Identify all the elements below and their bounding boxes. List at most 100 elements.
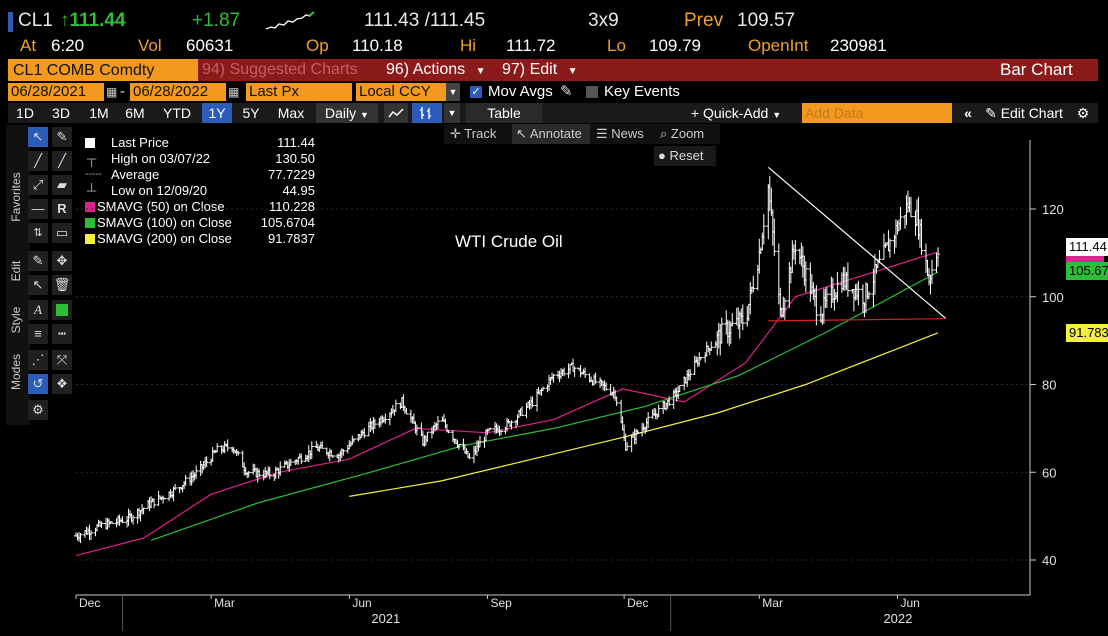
gear-icon[interactable]: ⚙	[28, 400, 48, 420]
price-bar	[251, 463, 256, 475]
price-bar	[728, 321, 733, 344]
pointer-icon[interactable]: ↖	[28, 127, 48, 147]
channel-tool-icon[interactable]: ▰	[52, 175, 72, 195]
chevron-down-icon[interactable]: ▼	[444, 103, 460, 123]
x-tick-label: Mar	[214, 596, 235, 610]
pencil-icon[interactable]: ✎	[560, 83, 573, 100]
start-date-input[interactable]: 06/28/2021	[8, 83, 104, 101]
news-button[interactable]: ☰ News	[596, 126, 644, 142]
price-bar	[676, 385, 681, 399]
crosshair-icon[interactable]: ⋰	[28, 350, 48, 370]
mov-avgs-checkbox[interactable]: ✓	[470, 86, 482, 98]
side-tab-style[interactable]: Style	[8, 298, 24, 344]
table-button[interactable]: Table	[466, 103, 542, 123]
key-events-checkbox[interactable]	[586, 86, 598, 98]
track-button[interactable]: ✛ Track	[450, 126, 496, 142]
add-data-input[interactable]: Add Data	[802, 103, 952, 123]
calendar-icon[interactable]: ▦	[228, 85, 240, 99]
edit-chart-label: Edit Chart	[1000, 105, 1063, 121]
zoom-button[interactable]: ⌕ Zoom	[660, 126, 704, 142]
price-bar	[75, 533, 80, 541]
end-date-input[interactable]: 06/28/2022	[130, 83, 226, 101]
price-bar	[434, 422, 439, 431]
price-bar	[171, 486, 176, 502]
annotate-tool-icon[interactable]: ✎	[52, 127, 72, 147]
field-select[interactable]: Last Px	[246, 83, 352, 101]
period-max[interactable]: Max	[277, 105, 305, 121]
price-bar	[348, 441, 353, 447]
chevron-down-icon: ▼	[360, 110, 369, 120]
price-bar	[149, 496, 154, 509]
line-tool-icon[interactable]: ╱	[28, 151, 48, 171]
price-bar	[793, 240, 798, 265]
color-swatch-icon[interactable]	[52, 300, 72, 320]
period-ytd[interactable]: YTD	[163, 105, 191, 121]
price-bar	[320, 441, 325, 449]
annotate-button[interactable]: ↖ Annotate	[512, 124, 590, 144]
price-bar	[823, 288, 828, 309]
edit-chart-button[interactable]: ✎ Edit Chart	[980, 103, 1068, 123]
gear-icon[interactable]: ⚙	[1076, 105, 1090, 121]
price-bar	[808, 262, 813, 302]
price-bar	[613, 389, 618, 401]
price-bar	[895, 220, 900, 235]
period-5y[interactable]: 5Y	[242, 105, 260, 121]
horizontal-line-icon[interactable]: —	[28, 199, 48, 219]
trash-icon[interactable]: 🗑	[52, 275, 72, 295]
currency-select[interactable]: Local CCY	[356, 83, 446, 101]
price-bar	[844, 271, 849, 291]
retracement-icon[interactable]: R	[52, 199, 72, 219]
price-bar	[568, 364, 573, 375]
move-icon[interactable]: ✥	[52, 251, 72, 271]
text-style-icon[interactable]: A	[28, 300, 48, 320]
price-bar	[464, 448, 469, 455]
quick-add-button[interactable]: + Quick-Add ▼	[684, 103, 788, 123]
pencil-icon[interactable]: ✎	[28, 251, 48, 271]
bar-chart-icon[interactable]	[412, 103, 442, 123]
price-bar	[210, 447, 215, 462]
price-bar	[282, 460, 287, 468]
period-6m[interactable]: 6M	[125, 105, 145, 121]
price-bar	[845, 262, 850, 297]
track-label: Track	[464, 126, 497, 141]
price-bar	[471, 445, 476, 464]
security-field[interactable]: CL1 COMB Comdty	[8, 59, 198, 81]
side-tab-favorites[interactable]: Favorites	[8, 150, 24, 250]
chart-annotation[interactable]: WTI Crude Oil	[455, 232, 563, 251]
line-chart-icon[interactable]	[384, 103, 408, 123]
fibonacci-icon[interactable]: ⇅	[28, 223, 48, 243]
magnet-icon[interactable]: ⤧	[52, 350, 72, 370]
suggested-charts-menu[interactable]: 94) Suggested Charts	[202, 61, 358, 78]
ray-tool-icon[interactable]: ╱	[52, 151, 72, 171]
price-bar	[477, 435, 482, 448]
price-bar	[682, 376, 687, 391]
refresh-icon[interactable]: ↺	[28, 374, 48, 394]
actions-menu[interactable]: 96) Actions ▼	[382, 59, 494, 81]
side-tab-favorites-label: Favorites	[9, 172, 23, 222]
line-style-icon[interactable]: ┅	[52, 324, 72, 344]
extended-line-icon[interactable]: ⤢	[28, 175, 48, 195]
collapse-icon[interactable]: «	[964, 105, 972, 121]
select-icon[interactable]: ↖	[28, 275, 48, 295]
price-bar	[887, 238, 892, 258]
frequency-select[interactable]: Daily ▼	[316, 103, 378, 123]
price-bar	[727, 320, 732, 347]
price-bar	[116, 515, 121, 526]
chevron-down-icon[interactable]: ▼	[446, 83, 460, 101]
period-3d[interactable]: 3D	[52, 105, 70, 121]
calendar-icon[interactable]: ▦	[106, 85, 118, 99]
palette-icon[interactable]: ❖	[52, 374, 72, 394]
period-1d[interactable]: 1D	[16, 105, 34, 121]
side-tab-edit[interactable]: Edit	[8, 252, 24, 292]
period-1m[interactable]: 1M	[89, 105, 109, 121]
reset-button[interactable]: ● Reset	[654, 146, 716, 166]
line-width-icon[interactable]: ≡	[28, 324, 48, 344]
side-tab-modes[interactable]: Modes	[8, 348, 24, 398]
rectangle-tool-icon[interactable]: ▭	[52, 223, 72, 243]
edit-menu[interactable]: 97) Edit ▼	[498, 59, 582, 81]
prev-label: Prev	[684, 10, 724, 31]
price-bar	[356, 434, 361, 442]
period-1y[interactable]: 1Y	[202, 103, 232, 123]
last-price-tag: 111.44	[1066, 238, 1108, 256]
price-bar	[875, 258, 880, 269]
